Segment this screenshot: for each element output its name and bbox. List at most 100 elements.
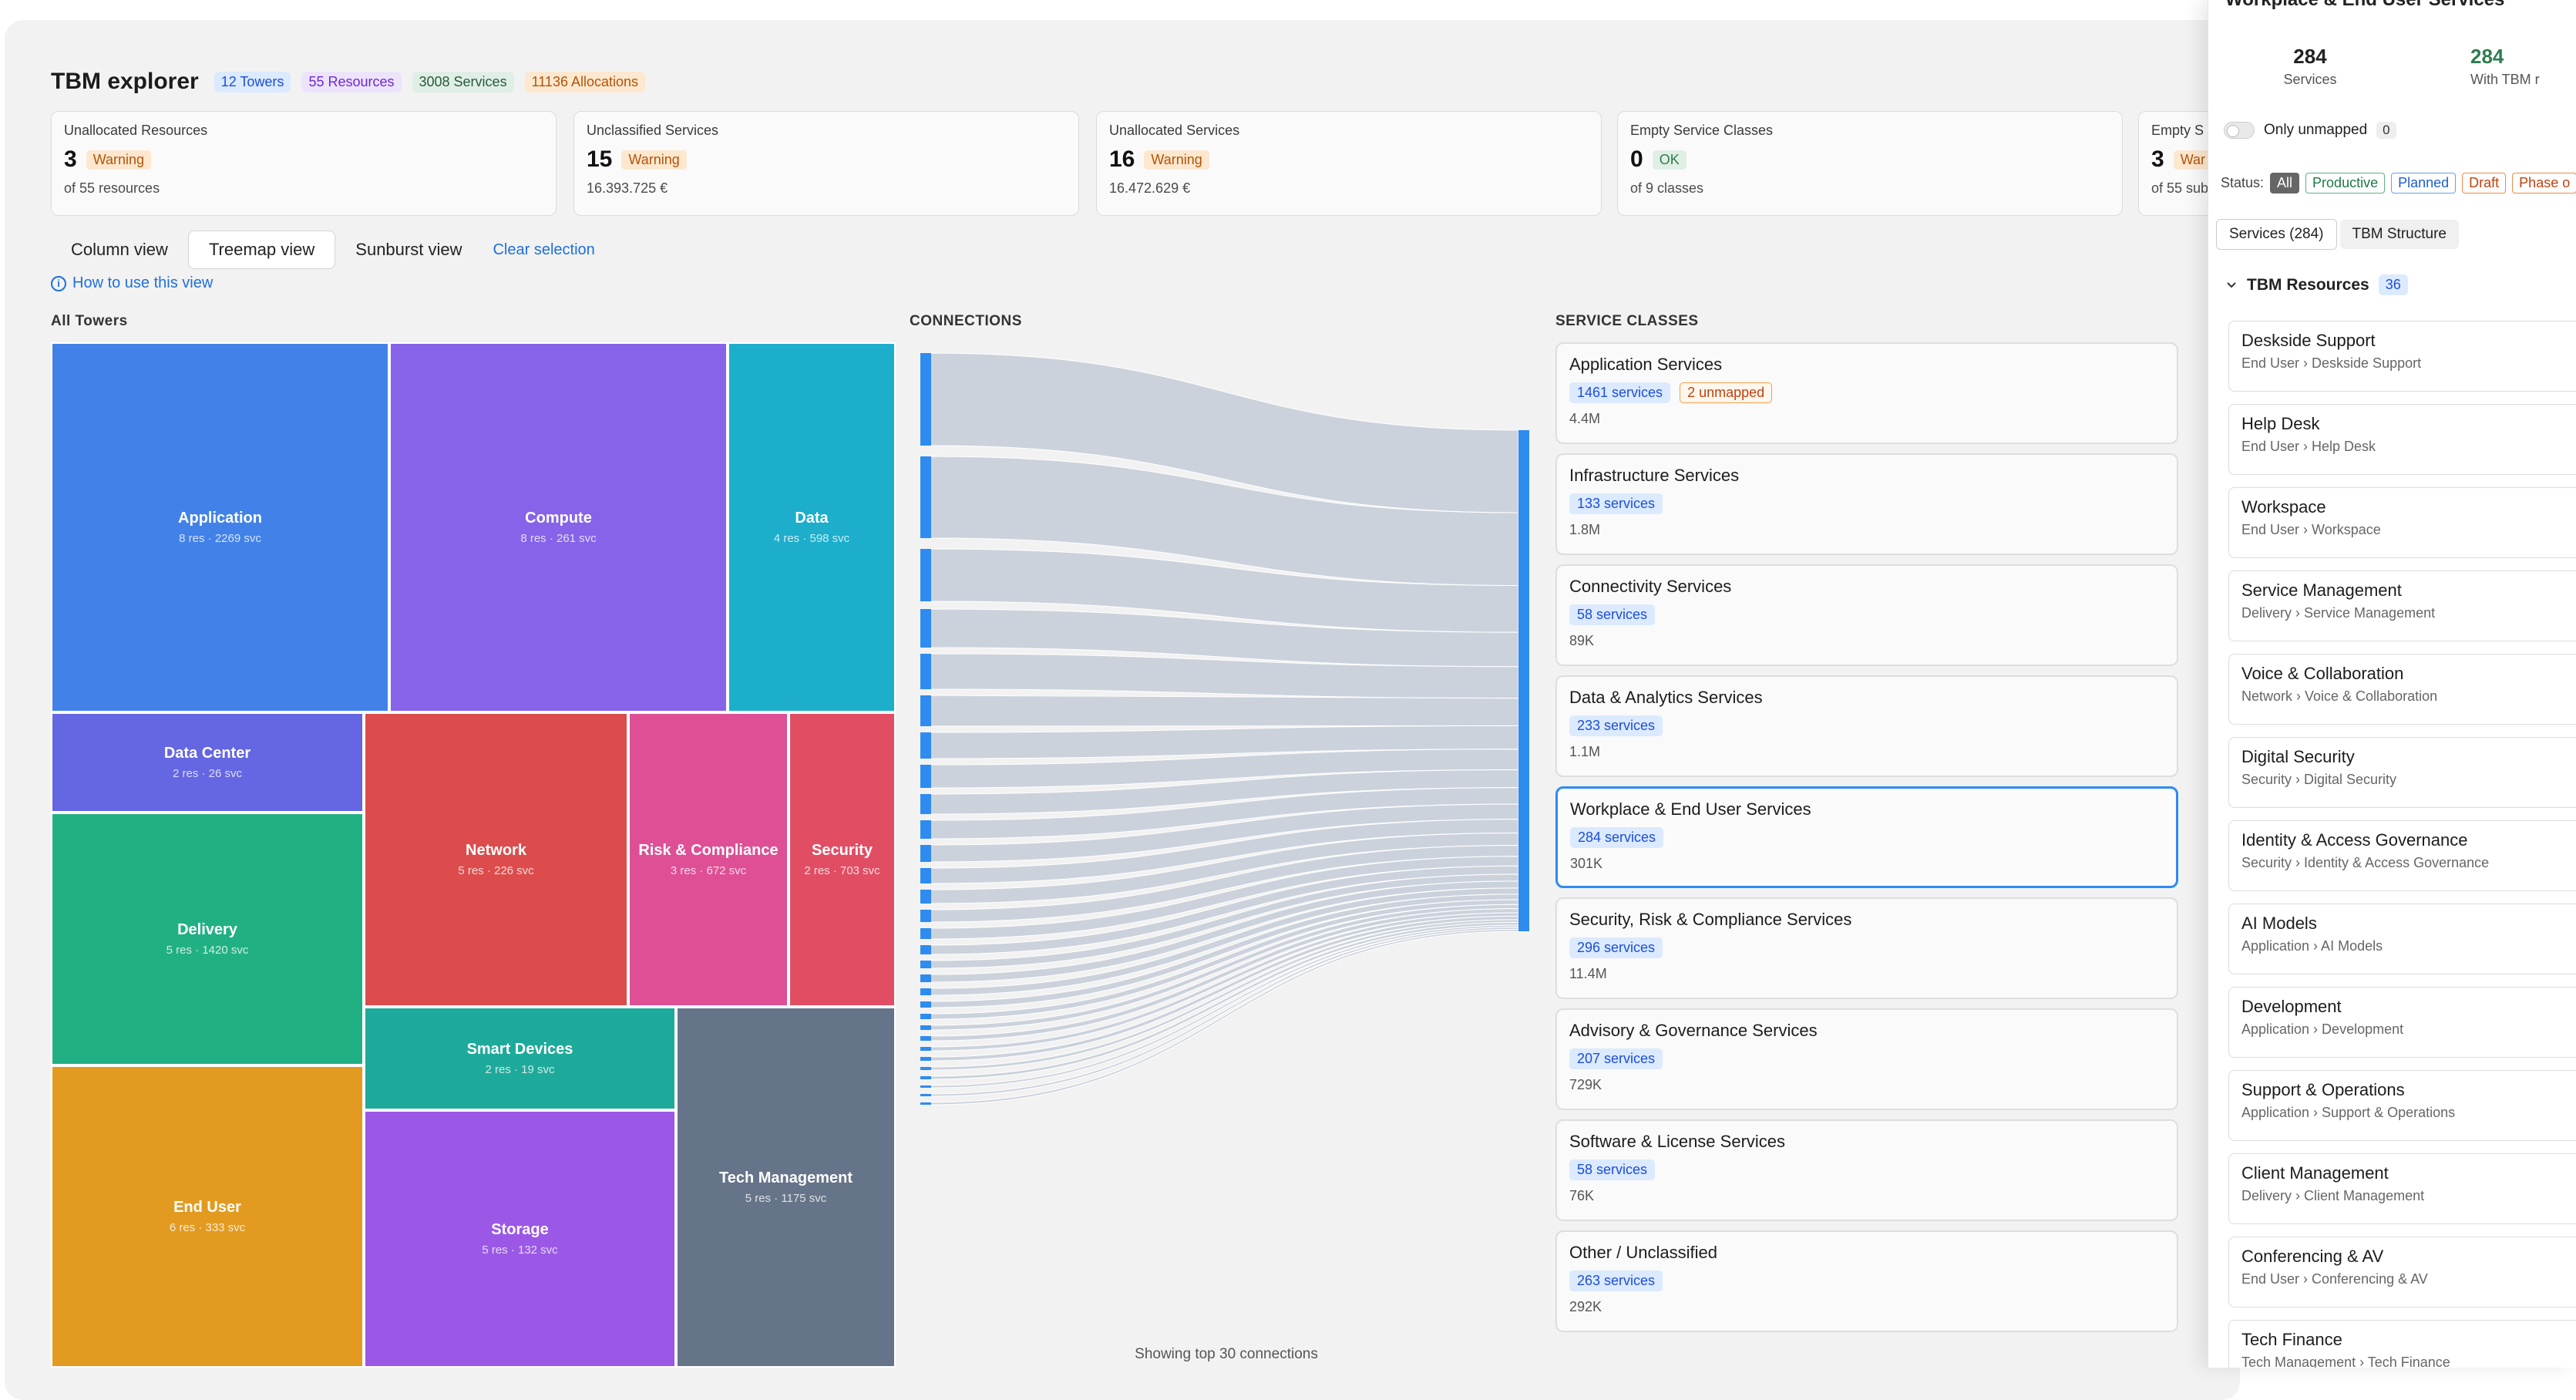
connection-source-node[interactable] <box>920 910 931 922</box>
resource-card[interactable]: Identity & Access Governance Security › I… <box>2228 820 2576 891</box>
service-class-name: Data & Analytics Services <box>1569 688 1763 707</box>
tower-tile[interactable]: Tech Management 5 res · 1175 svc <box>676 1007 896 1368</box>
tower-tile[interactable]: Network 5 res · 226 svc <box>364 712 628 1007</box>
connection-source-node[interactable] <box>920 928 931 939</box>
tbm-resources-group[interactable]: TBM Resources 36 <box>2225 274 2408 295</box>
connection-source-node[interactable] <box>920 1076 931 1079</box>
connection-source-node[interactable] <box>920 549 931 601</box>
stat-label: Unallocated Resources <box>64 123 208 138</box>
connection-source-node[interactable] <box>920 1025 931 1030</box>
resource-card[interactable]: Voice & Collaboration Network › Voice & C… <box>2228 654 2576 725</box>
tower-name: Application <box>178 510 262 527</box>
tab-tbm-structure[interactable]: TBM Structure <box>2339 220 2459 249</box>
status-productive[interactable]: Productive <box>2305 173 2386 194</box>
service-class-card[interactable]: Advisory & Governance Services 207 servic… <box>1555 1008 2178 1110</box>
resource-card[interactable]: Conferencing & AV End User › Conferencing… <box>2228 1237 2576 1307</box>
tower-tile[interactable]: Application 8 res · 2269 svc <box>51 342 389 712</box>
resource-card[interactable]: Digital Security Security › Digital Secur… <box>2228 737 2576 808</box>
service-class-card[interactable]: Software & License Services 58 services 76… <box>1555 1119 2178 1221</box>
connection-source-node[interactable] <box>920 1067 931 1070</box>
connection-flow[interactable] <box>929 928 1519 1106</box>
connection-source-node[interactable] <box>920 732 931 759</box>
connection-source-node[interactable] <box>920 961 931 968</box>
tower-tile[interactable]: Data 4 res · 598 svc <box>728 342 896 712</box>
tower-name: Security <box>812 842 873 859</box>
service-class-card[interactable]: Security, Risk & Compliance Services 296 … <box>1555 897 2178 999</box>
tower-tile[interactable]: Delivery 5 res · 1420 svc <box>51 813 364 1065</box>
connection-source-node[interactable] <box>920 695 931 726</box>
service-class-card[interactable]: Workplace & End User Services 284 service… <box>1555 786 2178 888</box>
resource-name: Development <box>2241 997 2342 1016</box>
connection-source-node[interactable] <box>920 890 931 904</box>
status-draft[interactable]: Draft <box>2462 173 2507 194</box>
tower-tile[interactable]: Compute 8 res · 261 svc <box>389 342 728 712</box>
tower-tile[interactable]: Risk & Compliance 3 res · 672 svc <box>628 712 789 1007</box>
tower-tile[interactable]: End User 6 res · 333 svc <box>51 1065 364 1368</box>
connection-target-node[interactable] <box>1518 430 1529 931</box>
connection-source-node[interactable] <box>920 945 931 954</box>
connection-source-node[interactable] <box>920 765 931 788</box>
tab-treemap-view[interactable]: Treemap view <box>187 231 336 269</box>
resource-card[interactable]: Service Management Delivery › Service Man… <box>2228 570 2576 641</box>
resource-card[interactable]: Development Application › Development <box>2228 987 2576 1058</box>
resource-card[interactable]: Workspace End User › Workspace <box>2228 487 2576 558</box>
resource-card[interactable]: Deskside Support End User › Deskside Supp… <box>2228 321 2576 392</box>
connection-source-node[interactable] <box>920 1102 931 1105</box>
connection-source-node[interactable] <box>920 1094 931 1096</box>
connection-source-node[interactable] <box>920 1047 931 1051</box>
resource-card[interactable]: Help Desk End User › Help Desk <box>2228 404 2576 475</box>
unmapped-badge: 2 unmapped <box>1680 382 1773 403</box>
resource-name: AI Models <box>2241 914 2317 933</box>
only-unmapped-toggle[interactable] <box>2224 122 2255 139</box>
status-all[interactable]: All <box>2270 173 2300 194</box>
service-class-cost: 76K <box>1569 1188 1595 1203</box>
resource-card[interactable]: Tech Finance Tech Management › Tech Finan… <box>2228 1320 2576 1368</box>
clear-selection-link[interactable]: Clear selection <box>493 241 595 258</box>
connection-source-node[interactable] <box>920 654 931 689</box>
connection-source-node[interactable] <box>920 1057 931 1061</box>
stat-label: Empty Service Classes <box>1630 123 1774 138</box>
stat-card-unallocated-resources[interactable]: Unallocated Resources 3 Warning of 55 res… <box>51 111 557 216</box>
connection-source-node[interactable] <box>920 1085 931 1088</box>
tower-tile[interactable]: Security 2 res · 703 svc <box>789 712 896 1007</box>
tower-name: Network <box>466 842 526 859</box>
connection-flow[interactable] <box>929 695 1519 727</box>
connection-source-node[interactable] <box>920 609 931 648</box>
tower-stats: 2 res · 703 svc <box>804 864 880 877</box>
service-class-card[interactable]: Connectivity Services 58 services 89K <box>1555 564 2178 666</box>
resource-card[interactable]: Support & Operations Application › Suppor… <box>2228 1070 2576 1141</box>
service-class-card[interactable]: Application Services 1461 services 2 unmap… <box>1555 342 2178 444</box>
status-label: Status: <box>2221 175 2265 190</box>
status-phase-out[interactable]: Phase o <box>2512 173 2576 194</box>
tower-tile[interactable]: Data Center 2 res · 26 svc <box>51 712 364 813</box>
connection-source-node[interactable] <box>920 353 931 446</box>
tab-sunburst-view[interactable]: Sunburst view <box>355 240 462 259</box>
connection-source-node[interactable] <box>920 1036 931 1041</box>
tower-tile[interactable]: Smart Devices 2 res · 19 svc <box>364 1007 676 1110</box>
connection-source-node[interactable] <box>920 1014 931 1019</box>
status-planned[interactable]: Planned <box>2391 173 2457 194</box>
connection-source-node[interactable] <box>920 974 931 982</box>
resource-card[interactable]: Client Management Delivery › Client Manag… <box>2228 1153 2576 1224</box>
howto-link[interactable]: i How to use this view <box>51 274 213 292</box>
stat-card-empty-service-classes[interactable]: Empty Service Classes 0 OK of 9 classes <box>1617 111 2123 216</box>
service-class-card[interactable]: Infrastructure Services 133 services 1.8M <box>1555 453 2178 555</box>
tower-tile[interactable]: Storage 5 res · 132 svc <box>364 1110 676 1368</box>
tab-column-view[interactable]: Column view <box>71 240 168 259</box>
service-class-card[interactable]: Data & Analytics Services 233 services 1.1… <box>1555 675 2178 777</box>
connection-source-node[interactable] <box>920 988 931 995</box>
connection-source-node[interactable] <box>920 820 931 839</box>
resource-path: Security › Identity & Access Governance <box>2241 855 2490 870</box>
toggle-label: Only unmapped <box>2264 122 2368 138</box>
connection-source-node[interactable] <box>920 794 931 814</box>
allocations-count-chip: 11136 Allocations <box>524 71 646 93</box>
connection-source-node[interactable] <box>920 456 931 538</box>
connection-source-node[interactable] <box>920 845 931 862</box>
stat-card-unallocated-services[interactable]: Unallocated Services 16 Warning 16.472.62… <box>1096 111 1602 216</box>
connection-source-node[interactable] <box>920 1001 931 1008</box>
tab-services[interactable]: Services (284) <box>2216 219 2337 250</box>
resource-card[interactable]: AI Models Application › AI Models <box>2228 904 2576 974</box>
connection-source-node[interactable] <box>920 868 931 883</box>
service-class-card[interactable]: Other / Unclassified 263 services 292K <box>1555 1230 2178 1332</box>
stat-card-unclassified-services[interactable]: Unclassified Services 15 Warning 16.393.7… <box>573 111 1079 216</box>
